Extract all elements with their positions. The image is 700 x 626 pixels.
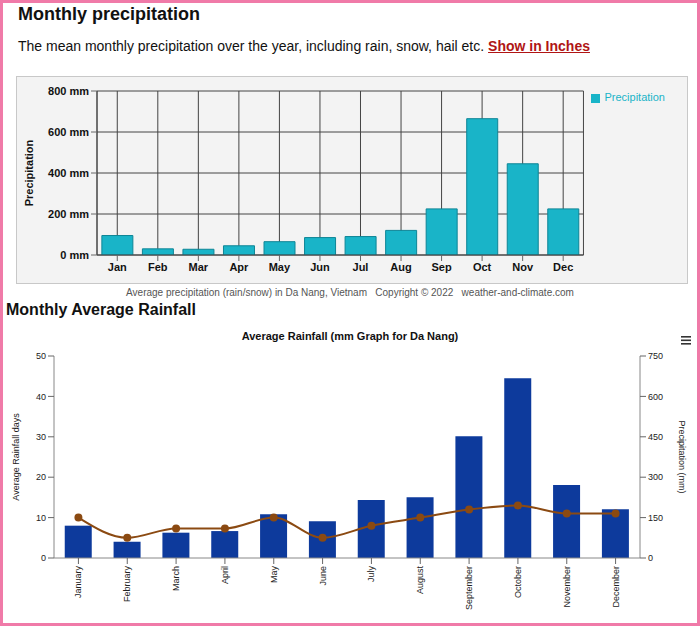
- svg-text:300: 300: [648, 472, 663, 482]
- html-text:The mean monthly precipitation: The mean monthly precipitation over the …: [18, 38, 590, 54]
- svg-text:Mar: Mar: [189, 261, 209, 273]
- svg-text:Sep: Sep: [431, 261, 451, 273]
- svg-text:November: November: [562, 566, 572, 608]
- html-text:Precipitation: Precipitation: [604, 91, 665, 103]
- svg-text:Aug: Aug: [390, 261, 411, 273]
- svg-text:20: 20: [36, 472, 46, 482]
- svg-text:October: October: [513, 566, 523, 598]
- svg-text:400 mm: 400 mm: [48, 167, 89, 179]
- svg-text:March: March: [171, 566, 181, 591]
- svg-text:June: June: [318, 566, 328, 586]
- svg-text:0: 0: [41, 553, 46, 563]
- svg-text:Feb: Feb: [148, 261, 168, 273]
- svg-text:December: December: [611, 566, 621, 608]
- svg-text:Precipitation (mm): Precipitation (mm): [677, 420, 687, 493]
- svg-text:July: July: [366, 566, 376, 583]
- svg-text:January: January: [73, 566, 83, 599]
- svg-text:600: 600: [648, 392, 663, 402]
- svg-text:800 mm: 800 mm: [48, 85, 89, 97]
- svg-text:0 mm: 0 mm: [60, 249, 89, 261]
- svg-text:September: September: [464, 566, 474, 610]
- svg-text:50: 50: [36, 351, 46, 361]
- html-text:Monthly precipitation: Monthly precipitation: [18, 4, 200, 24]
- svg-text:0: 0: [648, 553, 653, 563]
- svg-text:Dec: Dec: [553, 261, 573, 273]
- svg-text:February: February: [122, 566, 132, 603]
- svg-text:600 mm: 600 mm: [48, 126, 89, 138]
- svg-text:40: 40: [36, 392, 46, 402]
- svg-text:450: 450: [648, 432, 663, 442]
- svg-text:150: 150: [648, 513, 663, 523]
- svg-text:April: April: [220, 566, 230, 584]
- html-text:Average Rainfall (mm Graph for: Average Rainfall (mm Graph for Da Nang): [241, 330, 459, 342]
- html-text:Average precipitation (rain/sn: Average precipitation (rain/snow) in Da …: [126, 287, 574, 298]
- svg-text:May: May: [269, 566, 279, 584]
- svg-text:Apr: Apr: [229, 261, 249, 273]
- svg-text:Jul: Jul: [353, 261, 369, 273]
- svg-text:Jun: Jun: [310, 261, 330, 273]
- svg-text:10: 10: [36, 513, 46, 523]
- svg-text:Average Rainfall days: Average Rainfall days: [11, 413, 21, 501]
- svg-text:Nov: Nov: [512, 261, 534, 273]
- svg-text:May: May: [269, 261, 291, 273]
- html-text:Monthly Average Rainfall: Monthly Average Rainfall: [6, 301, 196, 318]
- svg-text:Oct: Oct: [473, 261, 492, 273]
- svg-text:Precipitation: Precipitation: [23, 139, 35, 206]
- svg-text:Jan: Jan: [108, 261, 127, 273]
- svg-text:August: August: [415, 566, 425, 595]
- svg-text:750: 750: [648, 351, 663, 361]
- svg-text:200 mm: 200 mm: [48, 208, 89, 220]
- svg-text:30: 30: [36, 432, 46, 442]
